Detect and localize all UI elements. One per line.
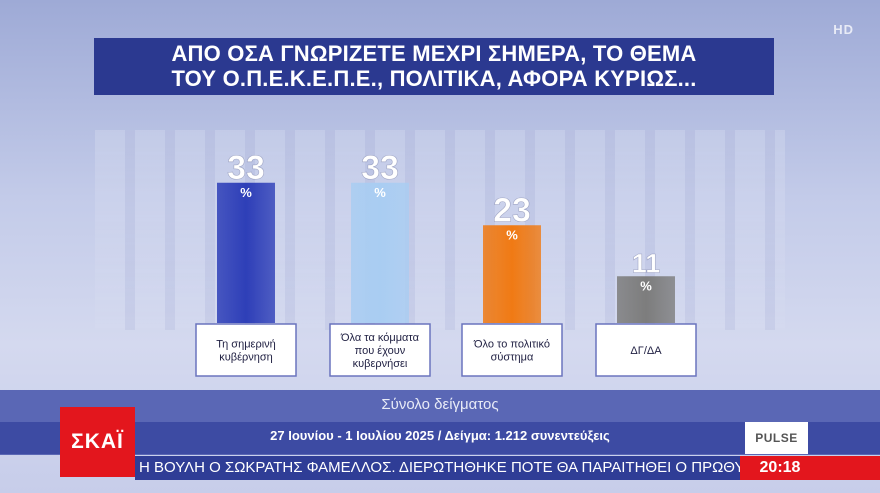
- pulse-logo-text: PULSE: [755, 431, 798, 445]
- category-label-2: Όλα τα κόμματα: [340, 332, 420, 344]
- bar-4: [617, 276, 675, 323]
- category-label-3: Όλο το πολιτικό: [473, 339, 550, 351]
- unit-label-4: %: [640, 278, 652, 293]
- category-label-2: κυβερνήσει: [353, 358, 408, 370]
- survey-dates: 27 Ιουνίου - 1 Ιουλίου 2025 / Δείγμα: 1.…: [270, 428, 610, 443]
- chart-title: ΑΠΟ ΟΣΑ ΓΝΩΡΙΖΕΤΕ ΜΕΧΡΙ ΣΗΜΕΡΑ, ΤΟ ΘΕΜΑ …: [94, 38, 774, 95]
- title-line-1: ΑΠΟ ΟΣΑ ΓΝΩΡΙΖΕΤΕ ΜΕΧΡΙ ΣΗΜΕΡΑ, ΤΟ ΘΕΜΑ: [171, 41, 697, 66]
- pulse-logo: PULSE: [745, 422, 808, 454]
- category-label-4: ΔΓ/ΔΑ: [630, 345, 662, 357]
- category-label-1: Τη σημερινή: [216, 339, 276, 351]
- unit-label-3: %: [506, 227, 518, 242]
- clock: 20:18: [740, 456, 820, 480]
- bar-2: [351, 182, 409, 323]
- category-box-3: [461, 323, 563, 377]
- category-box-1: [195, 323, 297, 377]
- value-label-2: 33: [361, 149, 399, 187]
- category-label-2: που έχουν: [355, 345, 406, 357]
- value-label-3: 23: [493, 191, 531, 229]
- value-label-1: 33: [227, 149, 265, 187]
- channel-logo: ΣΚΑΪ: [60, 407, 135, 477]
- bar-1: [217, 182, 275, 323]
- category-box-2: [329, 323, 431, 377]
- category-box-4: [595, 323, 697, 377]
- category-label-3: σύστημα: [491, 352, 534, 364]
- ticker-tail: [820, 456, 880, 480]
- bar-3: [483, 225, 541, 323]
- hd-badge: HD: [833, 22, 854, 37]
- date-bar: [0, 422, 880, 454]
- unit-label-2: %: [374, 185, 386, 200]
- ticker-text: Η ΒΟΥΛΗ Ο ΣΩΚΡΑΤΗΣ ΦΑΜΕΛΛΟΣ. ΔΙΕΡΩΤΗΘΗΚΕ…: [139, 459, 816, 476]
- value-label-4: 11: [632, 248, 661, 278]
- category-label-1: κυβέρνηση: [219, 352, 273, 364]
- sample-label: Σύνολο δείγματος: [381, 396, 499, 413]
- title-line-2: ΤΟΥ Ο.Π.Ε.Κ.Ε.Π.Ε., ΠΟΛΙΤΙΚΑ, ΑΦΟΡΑ ΚΥΡΙ…: [171, 66, 697, 91]
- unit-label-1: %: [240, 185, 252, 200]
